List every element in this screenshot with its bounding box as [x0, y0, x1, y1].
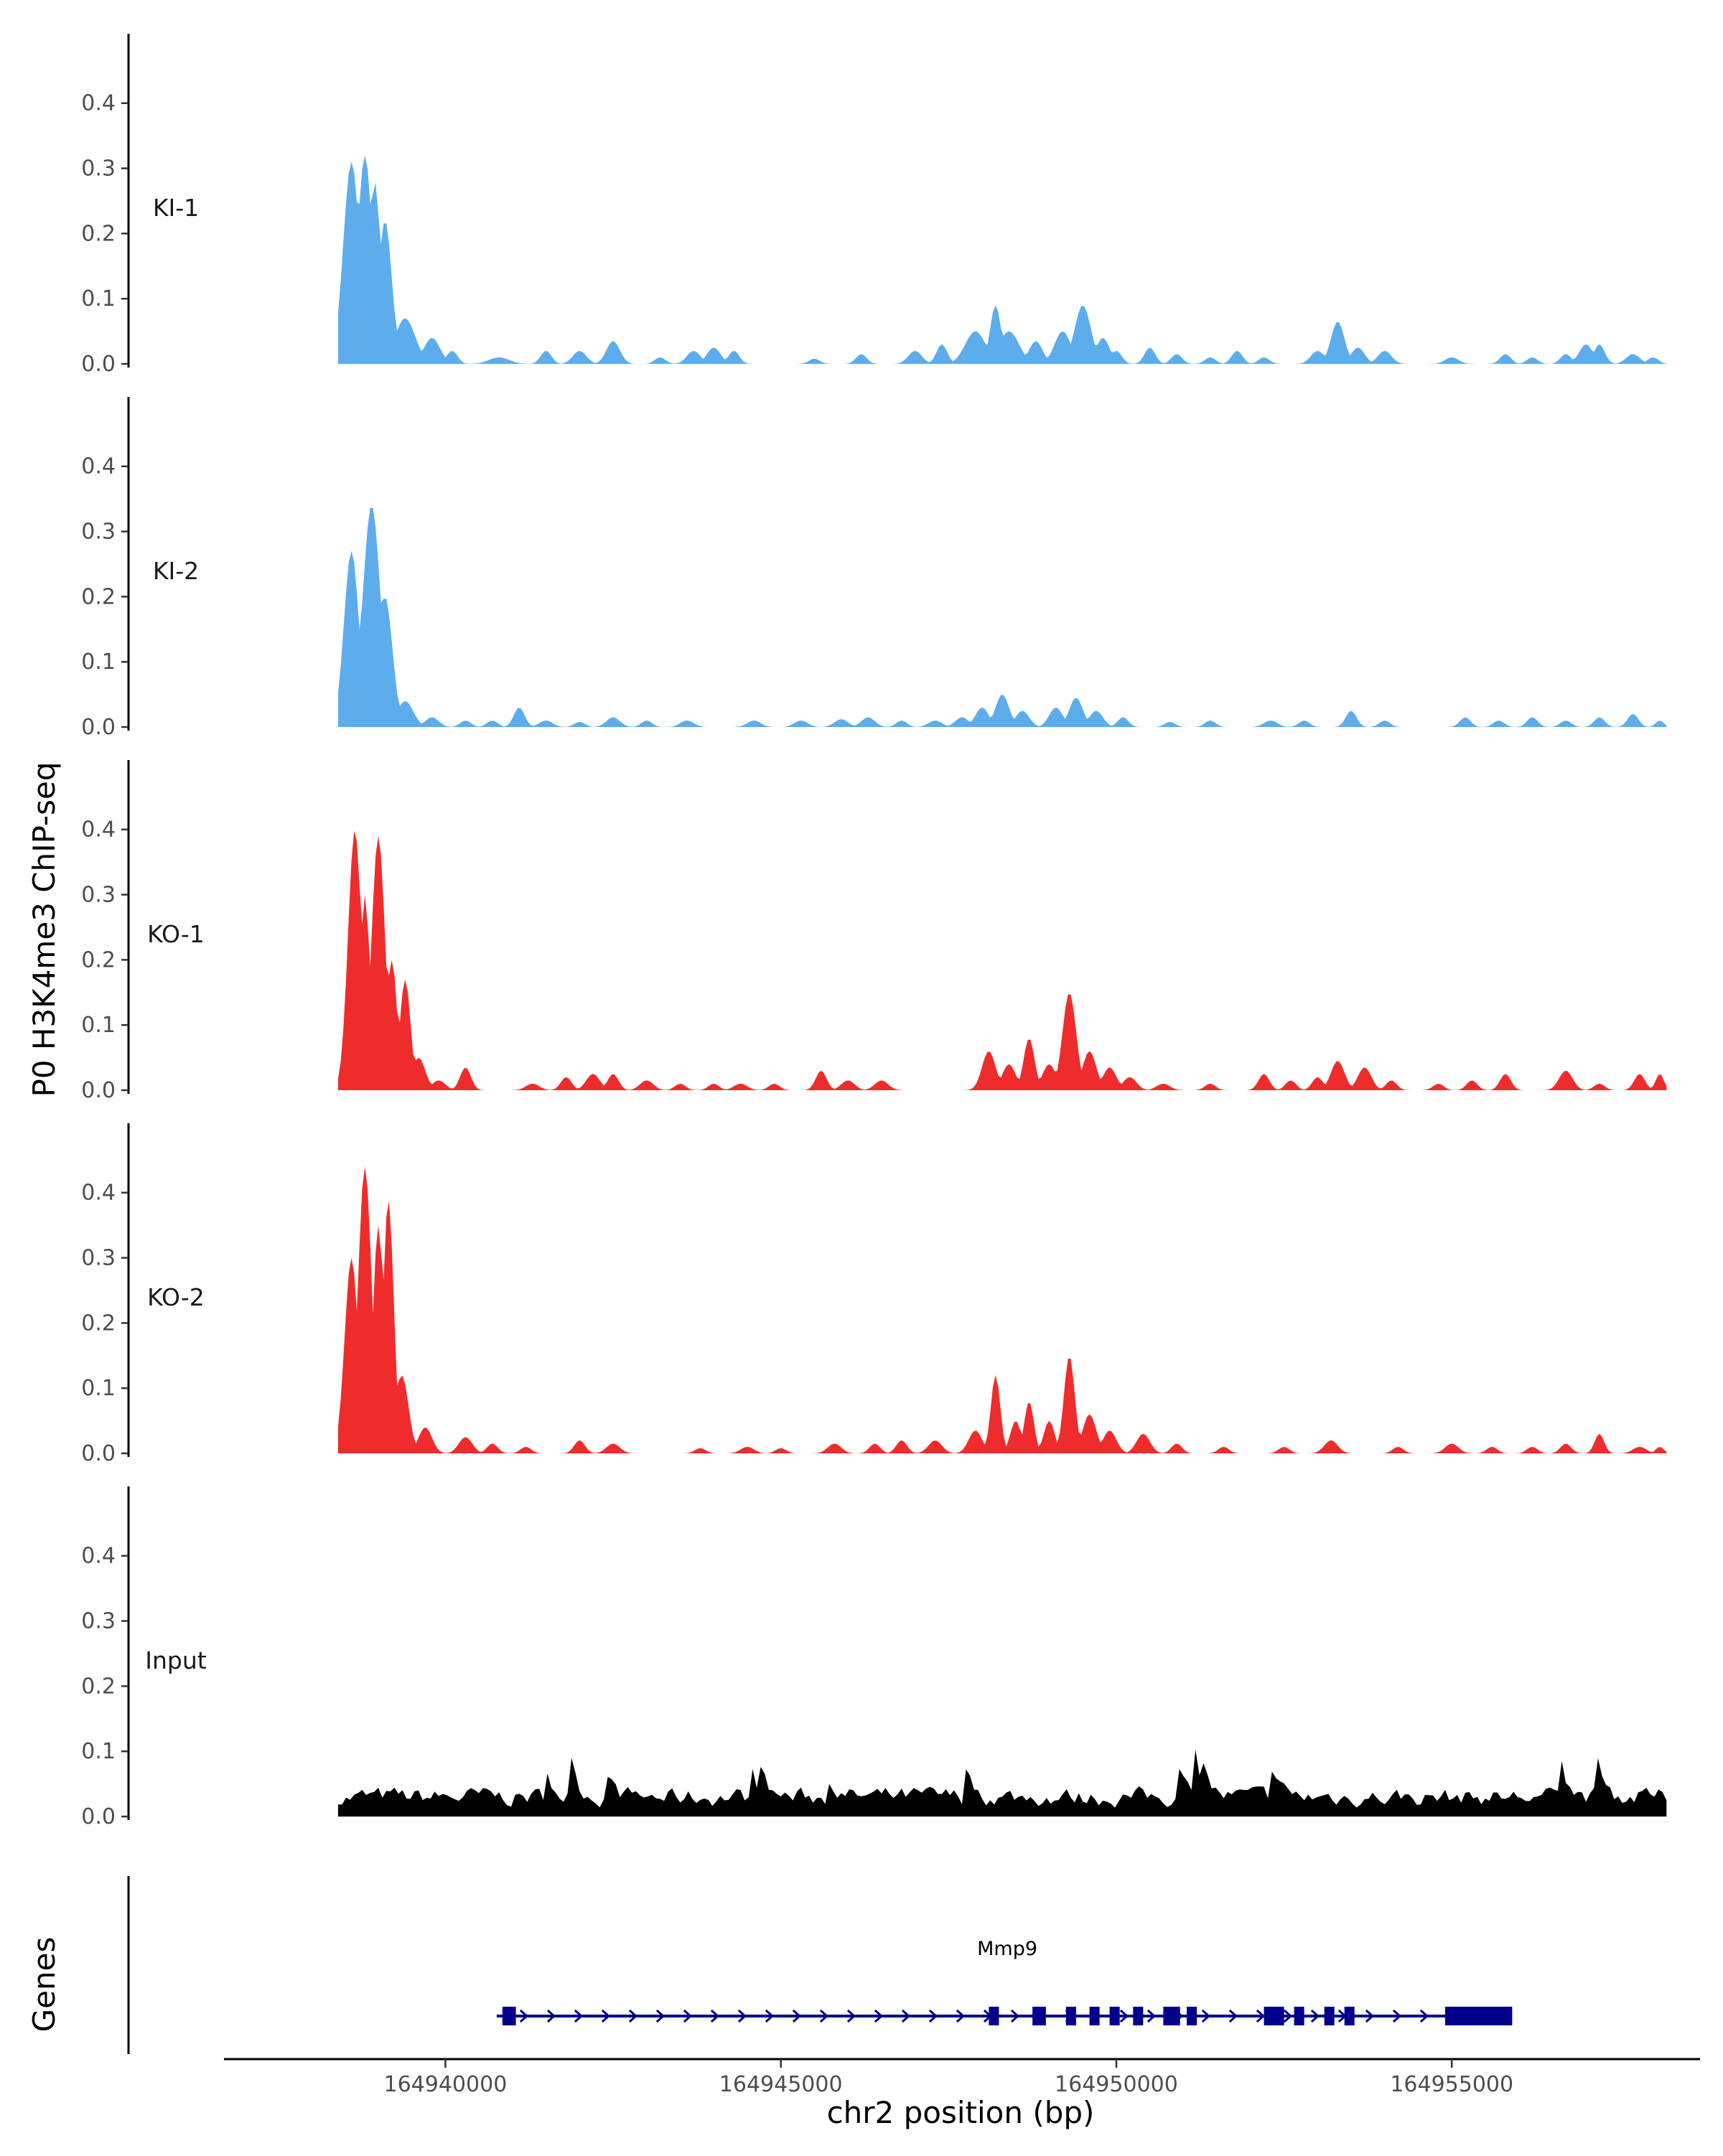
y-tick-label: 0.0 [81, 1441, 116, 1466]
strand-arrow [601, 2009, 611, 2023]
strand-arrow [1256, 2009, 1266, 2023]
y-tick-label: 0.0 [81, 715, 116, 740]
y-tick-label: 0.3 [81, 1609, 116, 1634]
exon-block [1344, 2007, 1355, 2025]
y-tick-label: 0.2 [81, 1674, 116, 1699]
y-tick-label: 0.0 [81, 1804, 116, 1829]
strand-arrow [574, 2009, 584, 2023]
strand-arrow [1201, 2009, 1211, 2023]
y-tick-label: 0.4 [81, 817, 116, 843]
y-tick-label: 0.1 [81, 1376, 116, 1401]
gene-mmp9: Mmp9 [496, 1938, 1513, 2025]
tracks-layer: 0.00.10.20.30.4KI-10.00.10.20.30.4KI-20.… [81, 34, 1667, 1829]
y-tick-label: 0.2 [81, 221, 116, 246]
y-tick-label: 0.2 [81, 584, 116, 609]
y-tick-label: 0.2 [81, 947, 116, 972]
strand-arrow [874, 2009, 884, 2023]
y-tick-label: 0.1 [81, 1739, 116, 1764]
exon-block [1444, 2007, 1513, 2025]
y-tick-label: 0.3 [81, 883, 116, 908]
strand-arrow [956, 2009, 966, 2023]
track-label: KI-1 [153, 194, 199, 222]
track-label: KI-2 [153, 557, 199, 585]
strand-arrow [710, 2009, 720, 2023]
x-tick-label: 164955000 [1390, 2072, 1513, 2097]
signal-area [337, 155, 1667, 364]
track-ko-2: 0.0 0.1 0.2 0.3 0.4 KO-2 [81, 1123, 1667, 1466]
y-tick-label: 0.4 [81, 91, 116, 116]
strand-arrow [1365, 2009, 1375, 2023]
exon-block [1163, 2007, 1180, 2025]
y-tick-label: 0.3 [81, 156, 116, 182]
strand-arrow [846, 2009, 856, 2023]
y-tick-label: 0.2 [81, 1311, 116, 1336]
strand-arrow [765, 2009, 775, 2023]
strand-arrow [1392, 2009, 1402, 2023]
strand-arrow [1228, 2009, 1238, 2023]
strand-arrow [1119, 2009, 1129, 2023]
strand-arrow [628, 2009, 638, 2023]
track-ko-1: 0.0 0.1 0.2 0.3 0.4 KO-1 [81, 760, 1667, 1103]
genes-layer: Mmp9 [127, 1876, 1513, 2054]
strand-arrow [928, 2009, 938, 2023]
exon-block [502, 2007, 516, 2025]
exon-block [1109, 2007, 1120, 2025]
y-tick-label: 0.0 [81, 1078, 116, 1103]
track-label: KO-1 [147, 920, 205, 948]
signal-area [337, 830, 1667, 1090]
y-tick-label: 0.1 [81, 286, 116, 311]
strand-arrow [737, 2009, 747, 2023]
x-tick-label: 164950000 [1055, 2072, 1178, 2097]
strand-arrow [683, 2009, 693, 2023]
exon-block [1133, 2007, 1144, 2025]
y-tick-label: 0.4 [81, 454, 116, 479]
y-tick-label: 0.1 [81, 650, 116, 675]
track-label: Input [145, 1646, 207, 1674]
genes-axis-title: Genes [27, 1937, 62, 2033]
exon-block [1294, 2007, 1304, 2025]
y-tick-label: 0.3 [81, 1246, 116, 1271]
strand-arrow [655, 2009, 666, 2023]
strand-arrow [1419, 2009, 1429, 2023]
x-axis-title: chr2 position (bp) [827, 2095, 1095, 2130]
strand-arrow [1310, 2009, 1320, 2023]
exon-block [1089, 2007, 1100, 2025]
track-input: 0.0 0.1 0.2 0.3 0.4 Input [81, 1486, 1667, 1829]
x-tick-label: 164945000 [719, 2072, 843, 2097]
strand-arrow [1010, 2009, 1020, 2023]
strand-arrow [546, 2009, 556, 2023]
y-tick-label: 0.1 [81, 1013, 116, 1038]
strand-arrow [792, 2009, 802, 2023]
x-axis: 164940000 164945000 164950000 164955000 [224, 2058, 1700, 2097]
exon-block [1065, 2007, 1076, 2025]
y-tick-label: 0.4 [81, 1544, 116, 1569]
gene-name-label: Mmp9 [977, 1938, 1037, 1960]
x-tick-label: 164940000 [384, 2072, 508, 2097]
y-axis-title: P0 H3K4me3 ChIP-seq [27, 761, 62, 1097]
exon-block [989, 2007, 999, 2025]
y-tick-label: 0.3 [81, 520, 116, 545]
exon-block [1264, 2007, 1284, 2025]
signal-area [337, 507, 1667, 727]
strand-arrow [901, 2009, 911, 2023]
signal-area [337, 1166, 1667, 1453]
track-ki-1: 0.0 0.1 0.2 0.3 0.4 KI-1 [81, 34, 1667, 377]
y-tick-label: 0.4 [81, 1181, 116, 1206]
exon-block [1324, 2007, 1335, 2025]
strand-arrow [519, 2009, 529, 2023]
exon-block [1032, 2007, 1046, 2025]
exon-block [1187, 2007, 1197, 2025]
track-label: KO-2 [147, 1283, 205, 1311]
strand-arrow [1283, 2009, 1293, 2023]
track-ki-2: 0.0 0.1 0.2 0.3 0.4 KI-2 [81, 397, 1667, 740]
strand-arrow [1147, 2009, 1157, 2023]
y-tick-label: 0.0 [81, 352, 116, 377]
signal-area [337, 1749, 1667, 1817]
strand-arrow [819, 2009, 829, 2023]
